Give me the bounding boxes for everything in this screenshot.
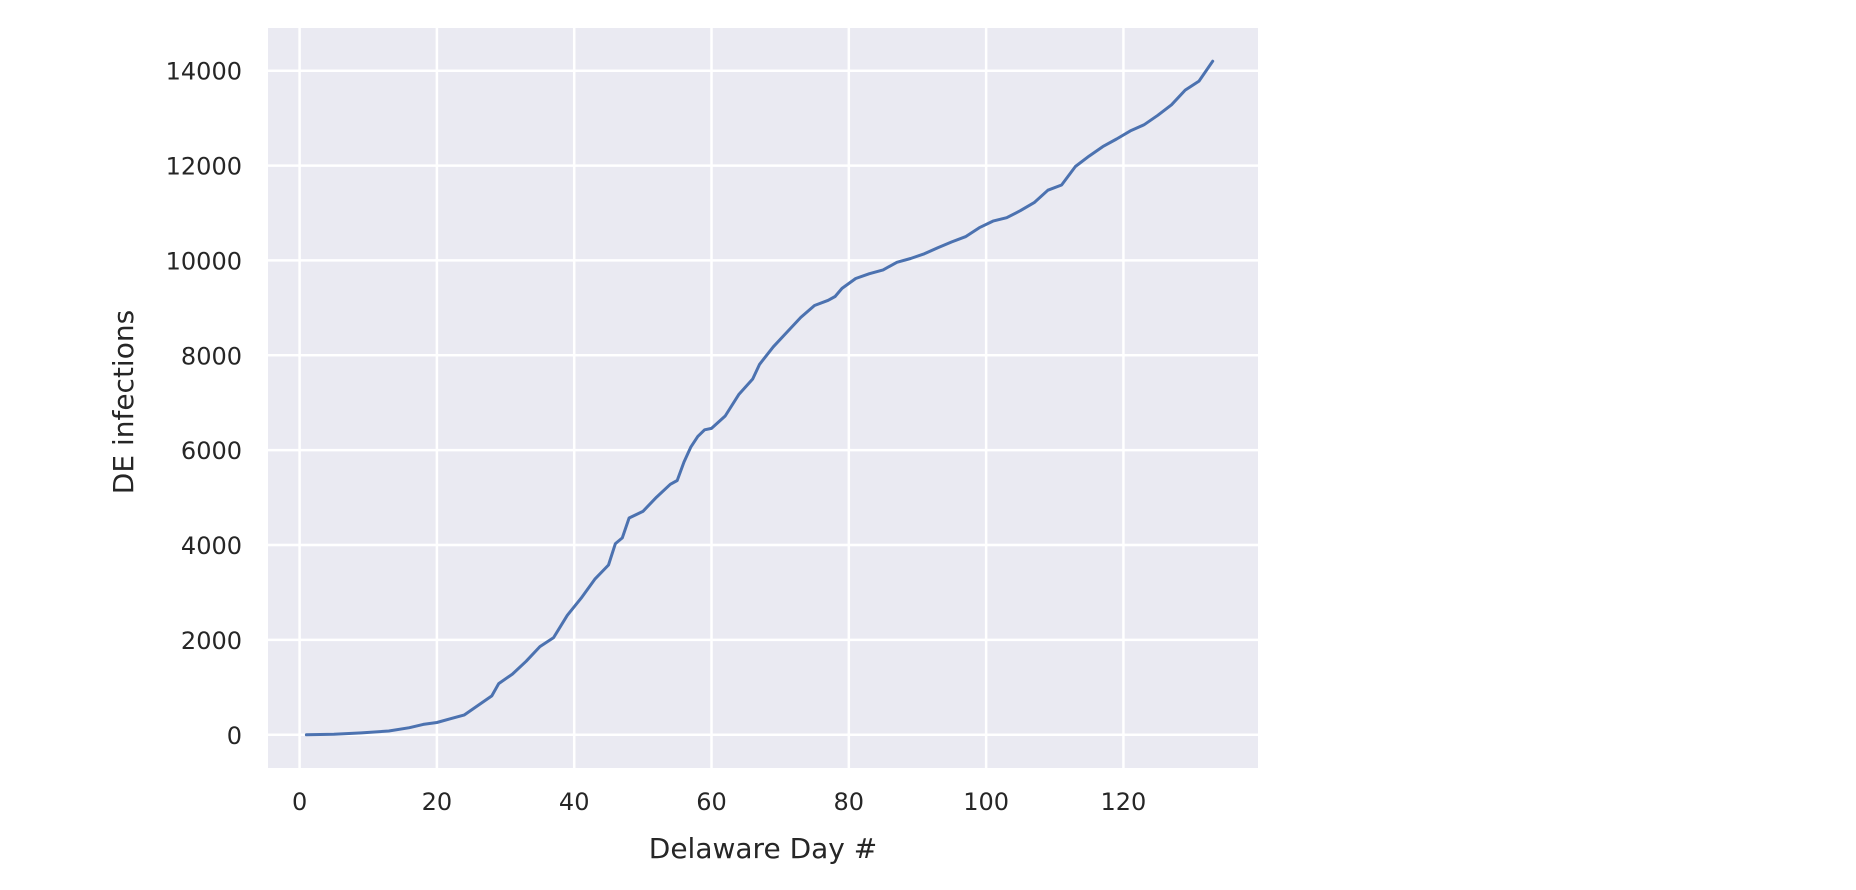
x-tick-label: 100 xyxy=(963,788,1009,816)
grid-lines xyxy=(268,28,1258,768)
x-axis-label: Delaware Day # xyxy=(649,832,877,865)
y-tick-label: 0 xyxy=(227,722,242,750)
y-tick-label: 10000 xyxy=(166,247,242,275)
x-tick-label: 60 xyxy=(696,788,727,816)
series-line xyxy=(304,59,1215,737)
x-tick-label: 40 xyxy=(559,788,590,816)
x-tick-label: 0 xyxy=(292,788,307,816)
y-tick-label: 2000 xyxy=(181,627,242,655)
x-tick-label: 20 xyxy=(422,788,453,816)
y-tick-label: 12000 xyxy=(166,153,242,181)
y-tick-label: 6000 xyxy=(181,437,242,465)
y-tick-label: 4000 xyxy=(181,532,242,560)
plot-area xyxy=(268,28,1258,768)
x-tick-label: 80 xyxy=(834,788,865,816)
x-tick-label: 120 xyxy=(1101,788,1147,816)
tick-labels: 0 20 40 60 80 100 120 0 2000 4000 6000 8000 10000 120… xyxy=(166,58,1147,816)
y-tick-label: 8000 xyxy=(181,342,242,370)
y-axis-label: DE infections xyxy=(107,310,140,494)
y-tick-label: 14000 xyxy=(166,58,242,86)
